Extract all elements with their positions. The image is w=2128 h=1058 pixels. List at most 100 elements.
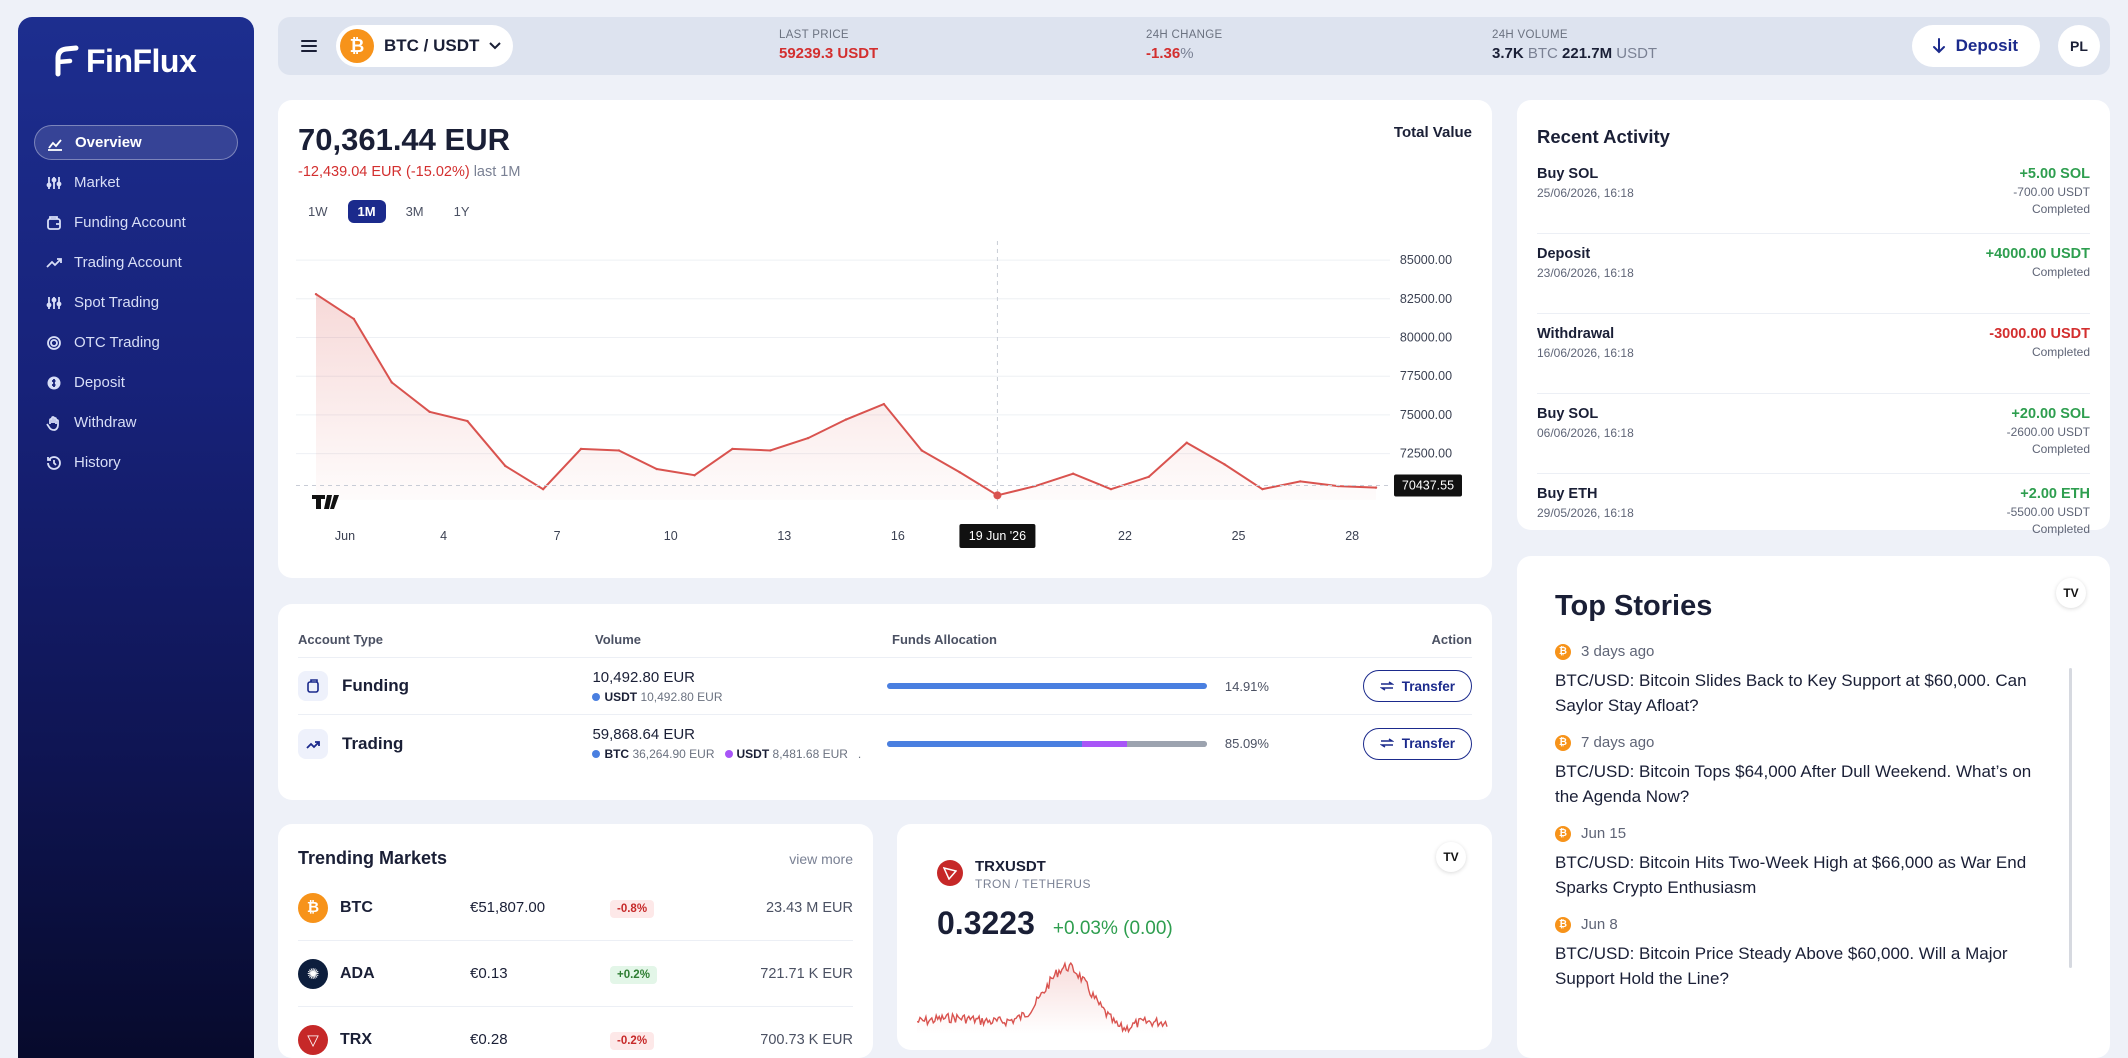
data-point bbox=[882, 402, 886, 406]
volume-usdt-unit: USDT bbox=[1616, 45, 1658, 62]
stories-scrollbar[interactable] bbox=[2069, 668, 2072, 968]
data-point bbox=[541, 487, 545, 491]
range-3m[interactable]: 3M bbox=[405, 204, 424, 219]
menu-button[interactable] bbox=[286, 23, 332, 69]
volume-btc-unit: BTC bbox=[1527, 45, 1558, 62]
y-tick-label: 82500.00 bbox=[1400, 292, 1452, 306]
story-time: 3 days ago bbox=[1581, 643, 1655, 660]
trend-icon bbox=[298, 728, 328, 759]
story-item[interactable]: ₿ Jun 8 BTC/USD: Bitcoin Price Steady Abov… bbox=[1555, 916, 2072, 991]
deposit-button[interactable]: Deposit bbox=[1911, 25, 2040, 67]
market-row-btc[interactable]: ₿ BTC €51,807.00 -0.8% 23.43 M EUR bbox=[298, 875, 853, 941]
portfolio-change: -12,439.04 EUR (-15.02%) bbox=[298, 164, 470, 180]
transfer-icon bbox=[1379, 736, 1395, 751]
activity-item[interactable]: Deposit 23/06/2026, 16:18 +4000.00 USDT Com… bbox=[1537, 242, 2090, 314]
trending-markets-card: Trending Markets view more ₿ BTC €51,807.0… bbox=[278, 824, 873, 1058]
range-1y[interactable]: 1Y bbox=[453, 204, 470, 219]
story-time: Jun 8 bbox=[1581, 916, 1618, 933]
arrow-down-icon bbox=[1932, 38, 1945, 54]
range-1m[interactable]: 1M bbox=[347, 200, 386, 223]
sidebar-item-otc-trading[interactable]: OTC Trading bbox=[34, 325, 238, 360]
story-title: BTC/USD: Bitcoin Tops $64,000 After Dull… bbox=[1555, 762, 2032, 806]
x-tick-label: 4 bbox=[440, 529, 447, 543]
transfer-button[interactable]: Transfer bbox=[1362, 670, 1473, 702]
y-tick-label: 72500.00 bbox=[1400, 447, 1452, 461]
volume-btc: 3.7K bbox=[1492, 45, 1524, 62]
sidebar-item-spot-trading[interactable]: Spot Trading bbox=[34, 285, 238, 320]
story-item[interactable]: ₿ Jun 15 BTC/USD: Bitcoin Hits Two-Week Hi… bbox=[1555, 825, 2072, 900]
market-price: €0.28 bbox=[470, 1031, 508, 1048]
x-tick-label: 25 bbox=[1232, 529, 1246, 543]
asset-symbol: BTC bbox=[604, 747, 630, 761]
tradingview-icon[interactable]: TV bbox=[1436, 842, 1466, 872]
volume-label: 24H VOLUME bbox=[1492, 29, 1568, 41]
view-more-link[interactable]: view more bbox=[789, 850, 853, 867]
activity-amount: +5.00 SOL bbox=[2019, 166, 2090, 182]
sidebar-item-label: Market bbox=[74, 174, 120, 191]
trx-widget[interactable]: TRXUSDT TRON / TETHERUS 0.3223 +0.03% (0… bbox=[897, 824, 1492, 1050]
sidebar-item-history[interactable]: History bbox=[34, 445, 238, 480]
activity-name: Deposit bbox=[1537, 246, 1591, 262]
range-selector: 1W 1M 3M 1Y bbox=[298, 200, 1472, 223]
data-point bbox=[731, 447, 734, 451]
series-area bbox=[316, 294, 1376, 500]
transfer-button[interactable]: Transfer bbox=[1362, 727, 1473, 760]
account-name: Funding bbox=[342, 676, 410, 695]
sidebar-item-market[interactable]: Market bbox=[34, 165, 238, 200]
brand-logo[interactable]: FinFlux bbox=[34, 41, 238, 81]
recent-activity-card: Recent Activity Buy SOL 25/06/2026, 16:18… bbox=[1517, 100, 2110, 536]
data-point bbox=[617, 449, 621, 452]
activity-date: 29/05/2026, 16:18 bbox=[1537, 506, 1634, 520]
legend-dot bbox=[592, 750, 601, 758]
sliders-icon bbox=[46, 175, 62, 191]
account-volume: 10,492.80 EUR bbox=[592, 668, 696, 686]
x-tick-label: 13 bbox=[777, 529, 791, 543]
activity-status: Completed bbox=[2031, 345, 2090, 359]
data-point bbox=[390, 381, 393, 384]
market-change: -0.8% bbox=[610, 899, 655, 918]
activity-cost: -700.00 USDT bbox=[2013, 185, 2090, 199]
activity-item[interactable]: Buy SOL 25/06/2026, 16:18 +5.00 SOL -700.00… bbox=[1537, 162, 2090, 234]
transfer-label: Transfer bbox=[1401, 736, 1456, 751]
activity-item[interactable]: Buy SOL 06/06/2026, 16:18 +20.00 SOL -2600.… bbox=[1537, 402, 2090, 474]
story-item[interactable]: ₿ 3 days ago BTC/USD: Bitcoin Slides Back … bbox=[1555, 643, 2072, 718]
wallet-icon bbox=[298, 671, 328, 701]
market-row-trx[interactable]: ▽ TRX €0.28 -0.2% 700.73 K EUR bbox=[298, 1007, 853, 1058]
account-row-trading: Trading 59,868.64 EUR BTC 36,264.90 EUR USD… bbox=[298, 715, 1473, 772]
activity-item[interactable]: Withdrawal 16/06/2026, 16:18 -3000.00 USDT… bbox=[1537, 322, 2090, 394]
portfolio-chart[interactable]: 85000.00 82500.00 80000.00 77500.00 75000.00… bbox=[278, 240, 1492, 560]
sparkline-area bbox=[917, 963, 1167, 1034]
sparkline-line bbox=[917, 961, 1168, 1034]
tradingview-icon[interactable]: TV bbox=[2056, 578, 2086, 608]
header-volume: Volume bbox=[595, 632, 641, 647]
range-1w[interactable]: 1W bbox=[308, 204, 328, 219]
btc-icon: ₿ bbox=[1555, 734, 1571, 751]
y-tick-label: 77500.00 bbox=[1400, 369, 1452, 383]
sidebar-item-trading-account[interactable]: Trading Account bbox=[34, 245, 238, 280]
data-point bbox=[428, 410, 431, 413]
pair-selector[interactable]: ₿ BTC / USDT bbox=[336, 25, 514, 67]
target-icon bbox=[46, 335, 62, 351]
sidebar-item-deposit[interactable]: Deposit bbox=[34, 365, 238, 400]
sidebar-item-funding-account[interactable]: Funding Account bbox=[34, 205, 238, 240]
activity-item[interactable]: Buy ETH 29/05/2026, 16:18 +2.00 ETH -5500.0… bbox=[1537, 482, 2090, 554]
sliders-icon bbox=[46, 295, 62, 311]
portfolio-change-period: last 1M bbox=[473, 164, 521, 180]
btc-icon: ₿ bbox=[1555, 916, 1571, 933]
change-value: -1.36 bbox=[1146, 45, 1181, 62]
story-item[interactable]: ₿ 7 days ago BTC/USD: Bitcoin Tops $64,000… bbox=[1555, 734, 2072, 809]
sidebar-nav: Overview Market Funding Account Trading Acc… bbox=[34, 125, 238, 480]
trx-change: +0.03% (0.00) bbox=[1052, 918, 1173, 939]
data-point bbox=[844, 418, 848, 421]
sidebar-item-label: Withdraw bbox=[74, 414, 137, 431]
ada-icon: ✺ bbox=[298, 958, 328, 989]
sidebar-item-overview[interactable]: Overview bbox=[34, 125, 238, 160]
data-point bbox=[655, 467, 658, 471]
portfolio-value: 70,361.44 EUR bbox=[298, 122, 510, 157]
activity-status: Completed bbox=[2031, 442, 2090, 456]
avatar[interactable]: PL bbox=[2058, 25, 2100, 67]
activity-date: 23/06/2026, 16:18 bbox=[1537, 266, 1634, 280]
market-row-ada[interactable]: ✺ ADA €0.13 +0.2% 721.71 K EUR bbox=[298, 941, 853, 1007]
sidebar-item-withdraw[interactable]: Withdraw bbox=[34, 405, 238, 440]
allocation-bar bbox=[886, 683, 1207, 689]
